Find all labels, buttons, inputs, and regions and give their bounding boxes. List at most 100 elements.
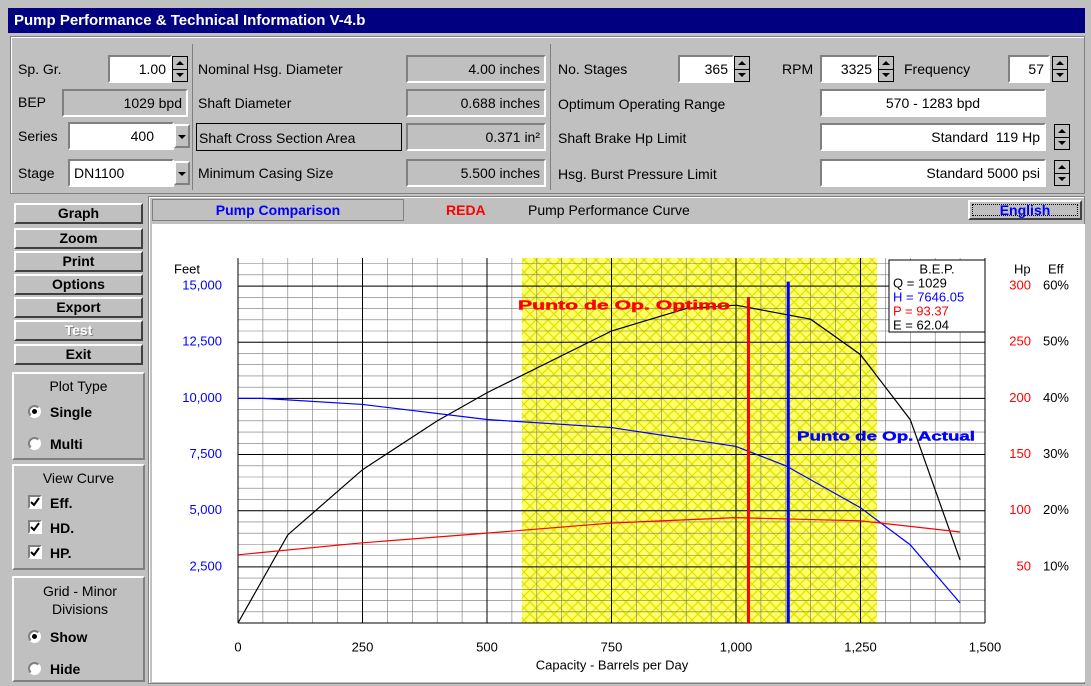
radio-label[interactable]: Hide — [50, 661, 81, 677]
zoom-button[interactable]: Zoom — [14, 228, 143, 249]
field-value[interactable]: 365 — [678, 55, 734, 83]
field-value[interactable]: Standard 5000 psi — [820, 159, 1046, 187]
spinner[interactable] — [1052, 56, 1068, 82]
field-value: 5.500 inches — [406, 159, 546, 187]
x-tick-label: 1,500 — [969, 639, 1002, 654]
radio-label[interactable]: Single — [50, 404, 93, 420]
y2-tick-label: 100 — [1009, 502, 1031, 517]
spinner[interactable] — [172, 56, 188, 82]
field-value[interactable]: 3325 — [820, 55, 878, 83]
bep-text: P = 93.37 — [893, 303, 949, 318]
print-button[interactable]: Print — [14, 251, 143, 272]
checkbox-label[interactable]: Eff. — [50, 495, 73, 511]
field-value[interactable]: Standard 119 Hp — [820, 123, 1046, 151]
view-curve-group: View Curve Eff. HD. HP. — [12, 464, 145, 570]
field-label: Sp. Gr. — [18, 61, 62, 77]
checkbox-label[interactable]: HD. — [50, 520, 75, 536]
field-label: Shaft Cross Section Area — [196, 123, 402, 151]
y3-tick-label: 40% — [1043, 390, 1069, 405]
bep-text: E = 62.04 — [893, 317, 949, 332]
radio[interactable] — [28, 662, 41, 675]
checkbox[interactable] — [28, 520, 42, 534]
field-value[interactable]: 57 — [1008, 55, 1050, 83]
plot-type-group: Plot Type Single Multi — [12, 372, 145, 460]
y2-tick-label: 150 — [1009, 446, 1031, 461]
exit-button[interactable]: Exit — [14, 344, 143, 365]
x-tick-label: 250 — [352, 639, 374, 654]
spinner[interactable] — [1054, 124, 1070, 150]
chart: 0 250 500 750 1,000 1,250 1,500 2,500 5,000 7,500… — [152, 224, 1085, 682]
y-axis-label: Feet — [174, 261, 200, 276]
curve — [238, 397, 961, 604]
x-tick-label: 500 — [476, 639, 498, 654]
y3-tick-label: 10% — [1043, 558, 1069, 573]
y2-tick-label: 250 — [1009, 334, 1031, 349]
group-title: View Curve — [42, 470, 115, 486]
parameter-panel — [10, 36, 1085, 194]
field-label: Shaft Brake Hp Limit — [558, 130, 687, 146]
y-tick-label: 7,500 — [189, 446, 222, 461]
y3-axis-label: Eff — [1048, 261, 1064, 276]
y2-tick-label: 200 — [1009, 390, 1031, 405]
y3-tick-label: 20% — [1043, 502, 1069, 517]
field-label: No. Stages — [558, 61, 628, 77]
spinner[interactable] — [878, 56, 894, 82]
radio[interactable] — [28, 630, 41, 643]
x-tick-label: 1,250 — [844, 639, 877, 654]
spinner[interactable] — [734, 56, 750, 82]
field-label: Optimum Operating Range — [558, 96, 726, 112]
y3-tick-label: 60% — [1043, 278, 1069, 293]
radio[interactable] — [28, 405, 41, 418]
y-tick-label: 2,500 — [189, 558, 222, 573]
export-button[interactable]: Export — [14, 297, 143, 318]
field-value[interactable]: 1.00 — [108, 55, 172, 83]
radio[interactable] — [28, 437, 41, 450]
field-label: Minimum Casing Size — [198, 165, 334, 181]
radio-label[interactable]: Multi — [50, 436, 83, 452]
x-tick-label: 750 — [601, 639, 623, 654]
y-tick-label: 15,000 — [182, 278, 222, 293]
field-value: 4.00 inches — [406, 55, 546, 83]
x-tick-label: 0 — [234, 639, 241, 654]
x-tick-label: 1,000 — [720, 639, 753, 654]
units-button[interactable]: English — [968, 200, 1082, 220]
field-value: 1029 bpd — [62, 89, 188, 117]
field-label: Nominal Hsg. Diameter — [198, 61, 343, 77]
field-label: Series — [18, 128, 58, 144]
y-tick-label: 5,000 — [189, 502, 222, 517]
radio-label[interactable]: Show — [50, 629, 88, 645]
field-value: 0.688 inches — [406, 89, 546, 117]
divider — [550, 44, 551, 190]
y-tick-label: 10,000 — [182, 390, 222, 405]
curve — [237, 304, 961, 624]
x-axis-label: Capacity - Barrels per Day — [536, 657, 689, 672]
checkbox[interactable] — [28, 495, 42, 509]
divider — [192, 44, 193, 190]
comparison-tab[interactable]: Pump Comparison — [152, 199, 404, 221]
y3-tick-label: 30% — [1043, 446, 1069, 461]
group-title: Grid - Minor Divisions — [43, 583, 117, 617]
field-label: Stage — [18, 165, 55, 181]
checkbox-label[interactable]: HP. — [50, 545, 72, 561]
checkbox[interactable] — [28, 545, 42, 559]
field-label: RPM — [782, 61, 814, 77]
dropdown-button[interactable] — [174, 124, 190, 148]
field-value[interactable]: 400 — [68, 122, 174, 150]
brand-label: REDA — [446, 202, 486, 218]
check-mark — [30, 497, 40, 507]
y-tick-label: 12,500 — [182, 334, 222, 349]
dropdown-button[interactable] — [174, 161, 190, 185]
bep-text: Q = 1029 — [893, 275, 947, 290]
check-mark — [30, 522, 40, 532]
spinner[interactable] — [1054, 160, 1070, 186]
graph-button[interactable]: Graph — [14, 203, 143, 224]
field-value: 0.371 in² — [406, 123, 546, 151]
check-mark — [30, 547, 40, 557]
field-value[interactable]: DN1100 — [68, 159, 174, 187]
field-label: Shaft Diameter — [198, 95, 292, 111]
field-label: Frequency — [904, 61, 971, 77]
bep-text: H = 7646.05 — [893, 289, 964, 304]
options-button[interactable]: Options — [14, 274, 143, 295]
test-button: Test — [14, 320, 143, 341]
